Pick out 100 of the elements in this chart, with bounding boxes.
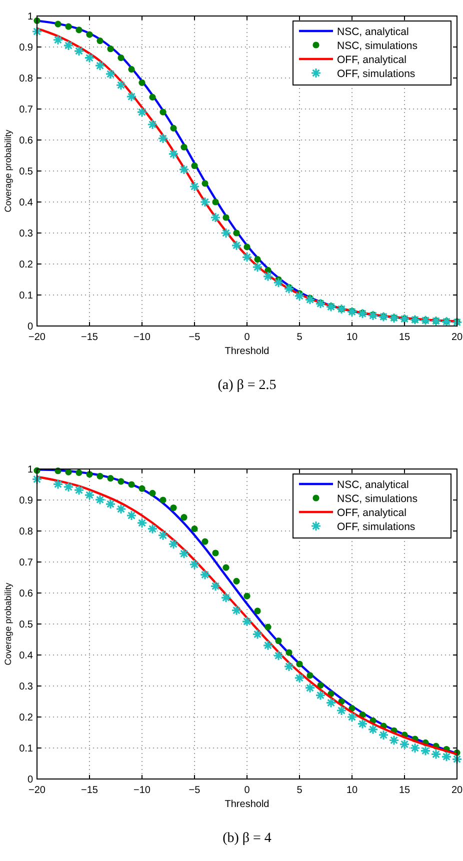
y-axis-title: Coverage probability: [3, 129, 13, 212]
legend-label: NSC, simulations: [337, 493, 418, 505]
point: [306, 672, 314, 679]
point: [410, 314, 420, 326]
point: [191, 162, 198, 170]
y-tick-label: 0: [27, 322, 34, 332]
y-tick-label: 0.9: [19, 42, 34, 54]
legend-label: OFF, analytical: [337, 507, 406, 519]
point: [76, 26, 82, 34]
point: [138, 485, 146, 492]
point: [273, 277, 284, 288]
point: [178, 548, 190, 559]
legend-label: NSC, analytical: [337, 26, 409, 38]
legend-label: OFF, analytical: [337, 54, 406, 66]
point: [252, 262, 263, 272]
point: [346, 712, 358, 722]
point: [189, 181, 200, 192]
y-tick-label: 0.1: [19, 290, 34, 302]
point: [158, 530, 168, 541]
point: [94, 60, 106, 71]
y-tick-label: 0.6: [19, 588, 34, 600]
point: [430, 748, 442, 760]
point: [158, 133, 168, 144]
point: [336, 705, 347, 716]
point: [86, 31, 93, 38]
x-tick-label: 0: [244, 785, 250, 796]
text: (a) β = 2.5: [218, 378, 276, 393]
point: [252, 628, 263, 640]
legend-label: OFF, simulations: [337, 68, 416, 80]
point: [233, 578, 240, 585]
point: [368, 310, 378, 321]
point: [452, 316, 462, 328]
point: [388, 734, 400, 746]
y-tick-label: 0.1: [19, 744, 34, 754]
y-tick-label: 0.6: [19, 136, 34, 146]
point: [294, 290, 305, 302]
point: [254, 256, 261, 263]
point: [388, 312, 400, 324]
point: [202, 180, 208, 187]
point: [74, 484, 84, 496]
point: [128, 481, 135, 488]
point: [180, 144, 188, 150]
point: [242, 616, 252, 627]
point: [378, 730, 389, 740]
point: [222, 214, 230, 221]
point: [294, 672, 305, 684]
y-tick-label: 0.9: [19, 496, 34, 506]
point: [189, 559, 200, 570]
y-tick-label: 1: [27, 464, 34, 476]
point: [128, 66, 135, 73]
point: [76, 469, 82, 476]
point: [126, 91, 137, 102]
y-tick-label: 0.3: [19, 682, 34, 692]
point: [54, 20, 62, 28]
point: [262, 271, 274, 282]
point: [107, 46, 114, 52]
x-tick-label: 10: [346, 785, 358, 796]
point: [284, 661, 294, 672]
point: [200, 569, 210, 580]
point: [326, 697, 336, 708]
legend-label: NSC, analytical: [337, 479, 409, 491]
x-tick-label: −15: [81, 332, 98, 343]
point: [231, 605, 242, 616]
point: [220, 228, 232, 238]
point: [136, 518, 148, 528]
point: [168, 148, 179, 160]
x-tick-label: −10: [134, 785, 151, 796]
y-tick-label: 0.4: [19, 198, 34, 208]
point: [273, 650, 284, 661]
x-tick-label: −20: [28, 332, 46, 343]
point: [262, 640, 274, 651]
point: [317, 682, 324, 689]
y-axis-title: Coverage probability: [3, 582, 13, 666]
point: [94, 494, 106, 505]
point: [32, 474, 42, 485]
point: [160, 108, 166, 116]
point: [368, 724, 378, 735]
point: [357, 718, 368, 730]
x-tick-label: −10: [134, 332, 151, 343]
y-tick-label: 0.5: [19, 166, 34, 178]
point: [63, 482, 74, 492]
point: [52, 34, 64, 46]
point: [357, 308, 368, 319]
point: [105, 68, 116, 80]
x-axis-title: Threshold: [224, 346, 270, 357]
point: [420, 745, 431, 756]
point: [96, 472, 104, 480]
y-tick-label: 0.4: [19, 650, 34, 662]
point: [315, 690, 326, 701]
point: [180, 514, 188, 521]
point: [107, 475, 114, 482]
point: [346, 306, 358, 318]
x-tick-label: 10: [346, 332, 358, 343]
point: [202, 538, 208, 545]
x-axis-title: Threshold: [224, 799, 270, 810]
y-tick-label: 0.2: [19, 712, 34, 724]
point: [254, 608, 261, 614]
x-tick-label: 5: [296, 785, 303, 796]
point: [420, 315, 431, 326]
point: [63, 40, 74, 51]
